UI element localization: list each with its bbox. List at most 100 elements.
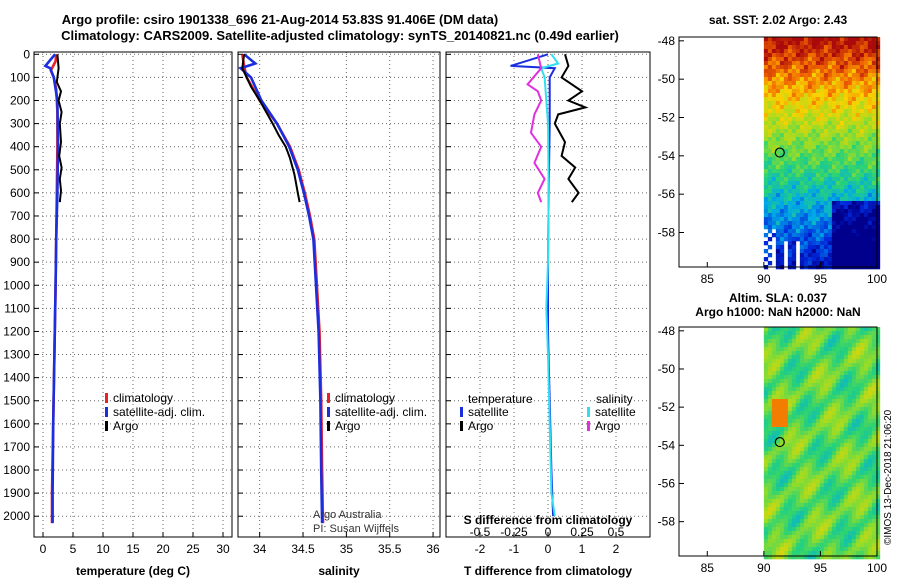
sla_map-cell — [855, 371, 861, 376]
sla_map-cell — [827, 331, 833, 336]
sla_map-cell — [767, 355, 773, 360]
sla_map-cell — [847, 331, 853, 336]
sst_map-cell — [851, 205, 857, 210]
sst_map-cell — [875, 149, 881, 154]
sla_map-cell — [851, 355, 857, 360]
sst_map-cell — [779, 137, 785, 142]
sla_map-cell — [815, 327, 821, 332]
sst_map-cell — [875, 69, 881, 74]
sst_map-cell — [803, 253, 809, 258]
sst_map-cell — [767, 145, 773, 150]
sla_map-cell — [875, 531, 881, 536]
sla_map-cell — [787, 503, 793, 508]
sla_map-cell — [763, 483, 769, 488]
sst_map-cell — [855, 93, 861, 98]
sla_map-cell — [859, 475, 865, 480]
sla_map-cell — [819, 555, 825, 560]
sst_map-cell — [775, 169, 781, 174]
sla_map-cell — [867, 447, 873, 452]
sla_map-cell — [799, 335, 805, 340]
sla_map-cell — [871, 499, 877, 504]
sla_map-cell — [831, 519, 837, 524]
sst_map-cell — [839, 233, 845, 238]
sla_map-cell — [779, 479, 785, 484]
sst_map-cell — [783, 61, 789, 66]
sla_map-cell — [867, 431, 873, 436]
sla_map-cell — [827, 463, 833, 468]
sst_map-cell — [763, 185, 769, 190]
sst_map-cell — [787, 245, 793, 250]
sst_map-cell — [823, 181, 829, 186]
sla_map-cell — [791, 511, 797, 516]
sst_map-cell — [811, 185, 817, 190]
sla_map-cell — [819, 411, 825, 416]
sla_map-cell — [779, 335, 785, 340]
sst_map-cell — [807, 217, 813, 222]
sst_map-cell — [831, 93, 837, 98]
sst_map-cell — [831, 241, 837, 246]
sst_map-cell — [875, 45, 881, 50]
sla_map-cell — [835, 519, 841, 524]
sla_map-cell — [867, 371, 873, 376]
sst_map-cell — [847, 257, 853, 262]
sla_map-cell — [875, 491, 881, 496]
sla_map-cell — [787, 431, 793, 436]
sst_map-cell — [807, 209, 813, 214]
sla_map-cell — [799, 479, 805, 484]
sla_map-cell — [867, 355, 873, 360]
sst_map-cell — [867, 141, 873, 146]
sst_map-cell — [807, 185, 813, 190]
sla_map-cell — [811, 355, 817, 360]
sst_map-cell — [863, 185, 869, 190]
sst_map-cell — [855, 65, 861, 70]
sla_map-cell — [791, 359, 797, 364]
sla_map-cell — [811, 523, 817, 528]
sst_map-cell — [847, 81, 853, 86]
sst_map-cell — [827, 229, 833, 234]
sst_map-cell — [803, 89, 809, 94]
sst_map-cell — [863, 113, 869, 118]
sst_map-cell — [779, 85, 785, 90]
sla_map-cell — [819, 455, 825, 460]
sst_map-cell — [867, 241, 873, 246]
sla_map-cell — [811, 427, 817, 432]
sla_map-cell — [835, 507, 841, 512]
sla_map-cell — [839, 415, 845, 420]
sst_map-cell — [779, 213, 785, 218]
sst_map-cell — [787, 229, 793, 234]
sla_map-cell — [847, 459, 853, 464]
sst_map-cell — [859, 97, 865, 102]
sla_map-cell — [787, 347, 793, 352]
sla_map-cell — [771, 355, 777, 360]
sst_map-cell — [815, 65, 821, 70]
sla_map-cell — [767, 515, 773, 520]
sla_map-cell — [863, 523, 869, 528]
sla_map-cell — [803, 427, 809, 432]
sla_map-cell — [851, 547, 857, 552]
sst_map-cell — [855, 229, 861, 234]
sla_map-cell — [807, 499, 813, 504]
sla_map-cell — [839, 391, 845, 396]
sla_map-cell — [815, 475, 821, 480]
sla_map-cell — [859, 411, 865, 416]
sla_map-cell — [771, 351, 777, 356]
sla_map-cell — [799, 519, 805, 524]
sla_map-cell — [763, 527, 769, 532]
sla_map-cell — [795, 507, 801, 512]
sla_map-cell — [771, 359, 777, 364]
sst_map-cell — [855, 165, 861, 170]
sst_map-cell — [827, 165, 833, 170]
sst_map-cell — [803, 225, 809, 230]
sla_map-cell — [807, 435, 813, 440]
sst_map-cell — [867, 165, 873, 170]
sst_map-cell — [811, 229, 817, 234]
sst_map-cell — [851, 129, 857, 134]
sst_map-cell — [859, 233, 865, 238]
sla_map-cell — [875, 443, 881, 448]
sst_map-cell — [859, 101, 865, 106]
sla_map-cell — [775, 415, 781, 420]
sla_map-cell — [811, 327, 817, 332]
sla_map-cell — [795, 515, 801, 520]
sst_map-cell — [807, 245, 813, 250]
sst_map-cell — [843, 45, 849, 50]
